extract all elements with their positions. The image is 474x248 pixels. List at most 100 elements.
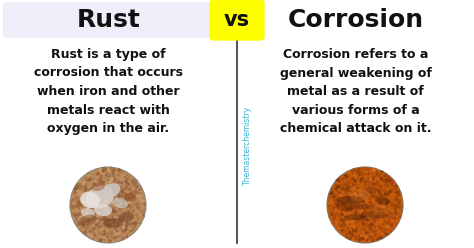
Point xyxy=(354,227,361,231)
Point xyxy=(81,190,88,194)
Point xyxy=(91,170,98,174)
Point xyxy=(352,176,359,180)
Point xyxy=(103,217,111,220)
Point xyxy=(359,212,367,216)
Point xyxy=(109,180,117,184)
Point xyxy=(356,233,364,237)
Point xyxy=(85,218,92,222)
Point xyxy=(79,182,87,186)
Point xyxy=(330,222,337,226)
Point xyxy=(384,224,392,228)
Point xyxy=(125,179,133,183)
Point xyxy=(395,205,403,209)
Point xyxy=(353,191,361,195)
Point xyxy=(341,182,348,186)
Point xyxy=(76,183,84,187)
Point xyxy=(97,182,105,186)
Point xyxy=(346,203,354,207)
Point xyxy=(343,215,351,218)
Point xyxy=(139,197,146,201)
Point xyxy=(79,186,87,190)
Point xyxy=(94,212,102,216)
Point xyxy=(112,182,119,186)
Point xyxy=(132,179,140,183)
Point xyxy=(337,211,345,215)
Point xyxy=(358,217,366,221)
Point xyxy=(331,217,338,221)
Point xyxy=(123,185,130,189)
Point xyxy=(79,217,86,221)
Point xyxy=(357,214,365,218)
Point xyxy=(355,207,362,211)
Point xyxy=(334,186,341,190)
Point xyxy=(107,204,114,208)
Point xyxy=(358,197,366,201)
Point xyxy=(125,176,133,180)
Point xyxy=(120,199,128,203)
Point xyxy=(340,197,347,201)
Point xyxy=(356,209,363,213)
Point xyxy=(87,203,95,207)
Point xyxy=(356,202,363,206)
Point xyxy=(381,195,389,199)
Point xyxy=(109,214,116,218)
Point xyxy=(123,195,131,199)
Point xyxy=(80,224,87,228)
Point xyxy=(336,179,344,183)
Point xyxy=(92,195,100,199)
Point xyxy=(84,218,92,222)
Point xyxy=(110,175,118,179)
Point xyxy=(115,237,122,241)
Point xyxy=(373,226,380,230)
Point xyxy=(368,209,376,213)
Point xyxy=(339,229,346,233)
Point xyxy=(329,217,337,221)
Point xyxy=(120,225,128,229)
Point xyxy=(357,219,365,223)
Point xyxy=(332,217,339,220)
Point xyxy=(370,229,378,233)
Point xyxy=(384,222,392,226)
Point xyxy=(128,216,136,220)
Point xyxy=(76,223,84,227)
Point xyxy=(117,179,124,183)
Point xyxy=(122,227,130,231)
Point xyxy=(352,183,359,187)
Point xyxy=(334,200,341,204)
Point xyxy=(374,194,382,198)
Point xyxy=(328,203,335,207)
Point xyxy=(89,190,96,194)
Point xyxy=(103,169,110,173)
Point xyxy=(393,200,401,204)
Point xyxy=(328,192,335,196)
Point xyxy=(124,205,131,209)
Point xyxy=(349,235,357,239)
Point xyxy=(100,214,107,217)
Point xyxy=(329,208,337,212)
Point xyxy=(114,217,121,220)
Point xyxy=(89,229,97,233)
Point xyxy=(376,201,384,205)
Point xyxy=(97,224,105,228)
Point xyxy=(360,222,367,226)
Point xyxy=(122,189,130,193)
Point xyxy=(353,190,361,194)
Point xyxy=(391,205,399,209)
Point xyxy=(336,184,344,187)
Point xyxy=(376,175,384,179)
Point xyxy=(328,219,336,223)
Point xyxy=(358,211,366,215)
Point xyxy=(364,219,372,223)
Point xyxy=(353,191,361,195)
Point xyxy=(99,210,106,214)
Point xyxy=(125,209,133,213)
Point xyxy=(109,180,116,184)
Point xyxy=(82,189,90,193)
Point xyxy=(377,176,385,180)
Point xyxy=(385,191,392,195)
Point xyxy=(81,217,89,221)
Point xyxy=(392,222,399,226)
Point xyxy=(365,227,373,231)
Point xyxy=(362,235,370,239)
Point xyxy=(351,189,358,193)
